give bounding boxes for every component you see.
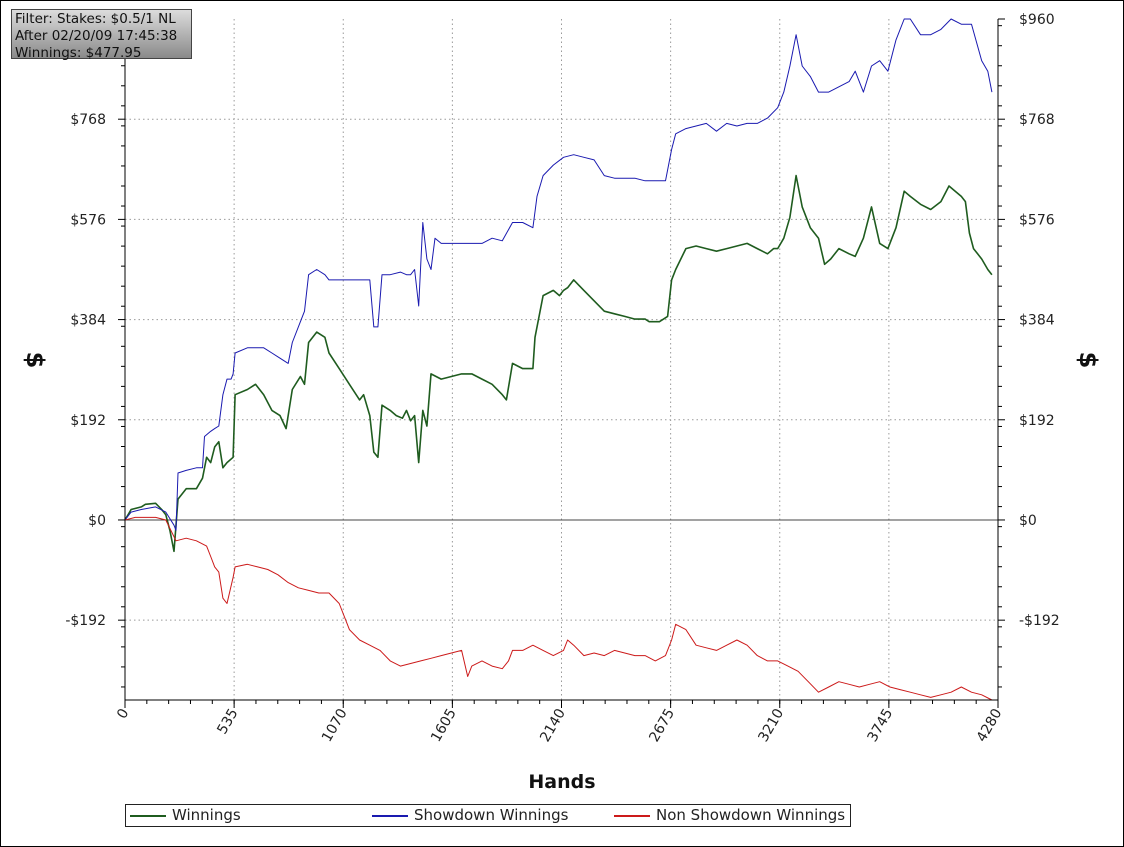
filter-date-text: After 02/20/09 17:45:38	[15, 28, 178, 44]
x-tick-label: 2675	[646, 706, 678, 745]
y-tick-label-left: -$192	[65, 613, 106, 629]
legend-item-winnings: Winnings	[130, 805, 241, 826]
winnings-line	[124, 174, 993, 553]
filter-info-box: Filter: Stakes: $0.5/1 NL After 02/20/09…	[11, 9, 192, 61]
y-tick-label-left: $192	[70, 413, 106, 429]
legend-label-non-showdown: Non Showdown Winnings	[656, 806, 846, 824]
axes	[118, 18, 1005, 708]
y-tick-label-right: $576	[1019, 212, 1055, 228]
legend-item-non-showdown: Non Showdown Winnings	[614, 805, 845, 826]
non-showdown-winnings-line	[124, 516, 998, 701]
tick-labels: 0 535 1070 1605 2140 2675 3210 3745 4280 -$192 -$1…	[65, 12, 1059, 745]
x-axis-title: Hands	[528, 771, 595, 793]
series-lines	[124, 18, 998, 701]
y-axis-title-left: $	[21, 352, 49, 369]
legend-swatch-non-showdown	[614, 814, 650, 817]
y-tick-label-right: -$192	[1019, 613, 1060, 629]
x-tick-label: 3210	[756, 706, 788, 745]
legend-item-showdown: Showdown Winnings	[372, 805, 568, 826]
y-tick-label-right: $192	[1019, 413, 1055, 429]
gridlines	[125, 19, 998, 700]
y-tick-label-right: $960	[1019, 12, 1055, 28]
y-tick-label-left: $576	[70, 212, 106, 228]
x-tick-label: 4280	[974, 706, 1006, 745]
y-tick-label-right: $0	[1019, 513, 1037, 529]
y-tick-label-right: $384	[1019, 313, 1055, 329]
y-tick-label-left: $384	[70, 313, 106, 329]
y-tick-label-right: $768	[1019, 112, 1055, 128]
x-tick-label: 2140	[537, 706, 569, 745]
x-tick-label: 1605	[428, 706, 460, 745]
y-tick-label-left: $0	[88, 513, 106, 529]
legend-label-showdown: Showdown Winnings	[414, 806, 569, 824]
legend-label-winnings: Winnings	[172, 806, 241, 824]
filter-stakes-text: Filter: Stakes: $0.5/1 NL	[15, 11, 176, 27]
legend-swatch-showdown	[372, 814, 408, 817]
x-tick-label: 1070	[319, 706, 351, 745]
y-tick-label-left: $768	[70, 112, 106, 128]
legend-swatch-winnings	[130, 814, 166, 817]
y-axis-title-right: $	[1074, 352, 1102, 369]
legend: Winnings Showdown Winnings Non Showdown …	[125, 804, 851, 827]
x-tick-label: 535	[214, 706, 241, 737]
filter-winnings-text: Winnings: $477.95	[15, 45, 142, 61]
x-tick-label: 3745	[865, 706, 897, 745]
x-tick-label: 0	[114, 706, 132, 722]
showdown-winnings-line	[124, 18, 993, 531]
